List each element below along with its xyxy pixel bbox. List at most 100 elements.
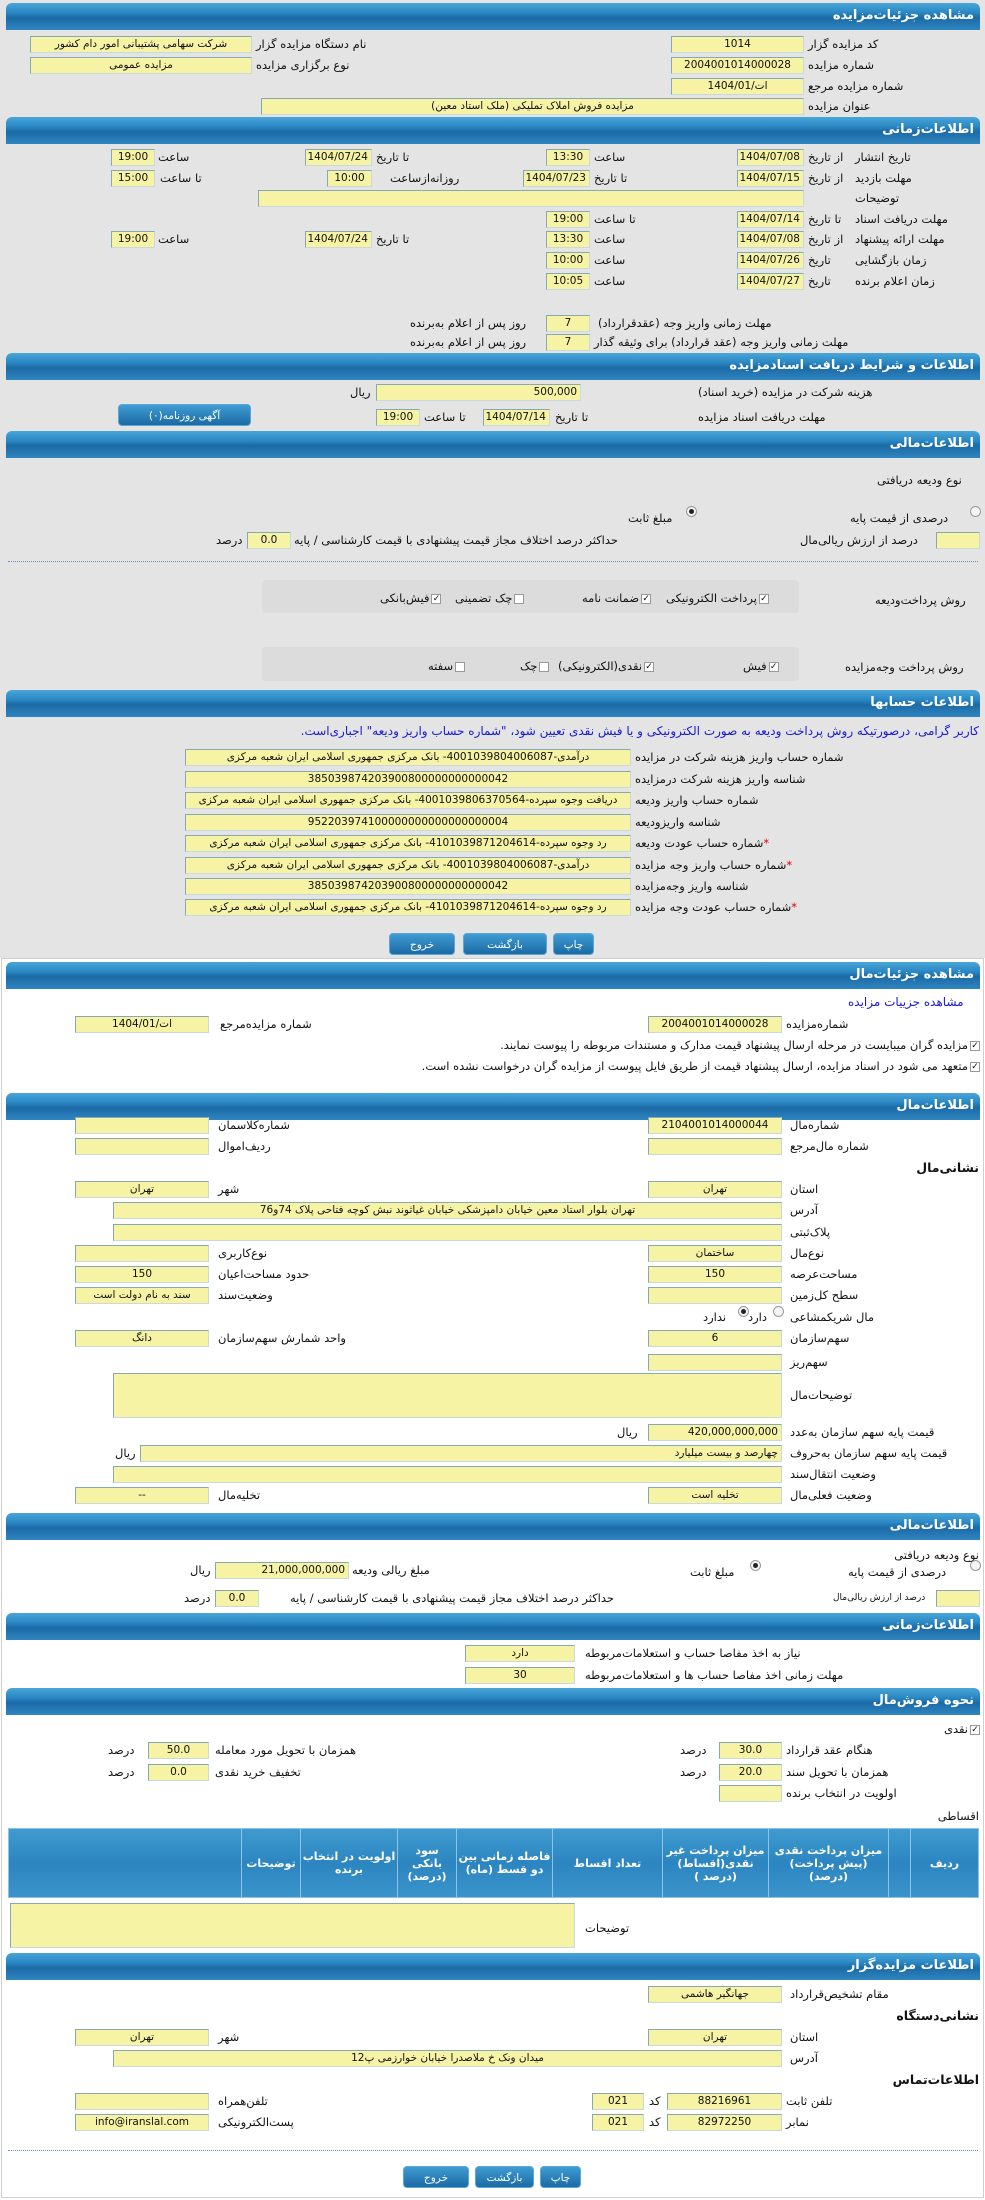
visit-to-field[interactable]: 1404/07/23 [523, 170, 590, 187]
winner-time-field[interactable]: 10:05 [546, 273, 590, 290]
print-button[interactable]: چاپ [553, 933, 594, 955]
share-detail-field[interactable] [648, 1354, 782, 1371]
account-field[interactable]: 385039874203900800000000000042 [185, 771, 631, 788]
ref-number-field[interactable]: ات/1404/01 [671, 78, 804, 95]
checkbox-unchecked-icon[interactable] [514, 593, 525, 604]
share-field[interactable]: 6 [648, 1330, 782, 1347]
payment-method-check[interactable]: چک [520, 658, 550, 674]
current-status-field[interactable]: تخلیه است [648, 1487, 782, 1504]
description-field[interactable] [258, 190, 804, 207]
contract-field[interactable]: 30.0 [719, 1742, 782, 1759]
city-field[interactable]: تهران [75, 2029, 209, 2046]
auction-details-link[interactable]: مشاهده جزییات مزایده [848, 995, 964, 1009]
checkbox-checked-icon[interactable]: ✓ [970, 1061, 980, 1072]
deposit-method-check[interactable]: چک تضمینی [455, 590, 525, 606]
deed-transfer-field[interactable] [113, 1466, 782, 1483]
asset-row-field[interactable] [75, 1138, 209, 1155]
authority-field[interactable]: جهانگیر هاشمی [648, 1986, 782, 2003]
back-button[interactable]: بازگشت [475, 2166, 534, 2188]
max-diff-field[interactable]: 0.0 [215, 1590, 259, 1607]
visit-to-time-field[interactable]: 15:00 [111, 170, 155, 187]
doc-deadline-date-field[interactable]: 1404/07/14 [483, 409, 550, 426]
shared-yes-radio[interactable] [773, 1306, 784, 1317]
fax-field[interactable]: 82972250 [667, 2114, 782, 2131]
publish-from-field[interactable]: 1404/07/08 [737, 149, 804, 166]
publish-to-field[interactable]: 1404/07/24 [305, 149, 372, 166]
phone-code-field[interactable]: 021 [592, 2093, 644, 2110]
max-diff-field[interactable]: 0.0 [247, 532, 291, 549]
percent-of-value-field[interactable] [936, 532, 980, 549]
doc-deadline-time-field[interactable]: 19:00 [376, 409, 420, 426]
percent-radio[interactable] [970, 506, 981, 517]
payment-method-promissory[interactable]: سفته [428, 658, 466, 674]
docs-to-time-field[interactable]: 19:00 [546, 211, 590, 228]
print-button[interactable]: چاپ [540, 2166, 581, 2188]
offer-to-field[interactable]: 1404/07/24 [305, 231, 372, 248]
class-number-field[interactable] [75, 1117, 209, 1134]
winner-date-field[interactable]: 1404/07/27 [737, 273, 804, 290]
ref-number-field[interactable]: ات/1404/01 [75, 1016, 209, 1033]
price-number-field[interactable]: 420,000,000,000 [648, 1424, 782, 1441]
fixed-radio[interactable] [686, 506, 697, 517]
exit-button[interactable]: خروج [403, 2166, 469, 2188]
checkbox-checked-icon[interactable]: ✓ [641, 593, 652, 604]
asset-ref-field[interactable] [648, 1138, 782, 1155]
province-field[interactable]: تهران [648, 1181, 782, 1198]
attachments-required-checkbox[interactable]: ✓مزایده گران میبایست در مرحله ارسال پیشن… [500, 1037, 980, 1053]
priority-field[interactable] [719, 1785, 782, 1802]
mobile-field[interactable] [75, 2093, 209, 2110]
clearance-field[interactable]: دارد [465, 1645, 575, 1662]
fee-field[interactable]: 500,000 [376, 384, 581, 401]
account-field[interactable]: 385039874203900800000000000042 [185, 878, 631, 895]
docs-to-field[interactable]: 1404/07/14 [737, 211, 804, 228]
asset-type-field[interactable]: ساختمان [648, 1245, 782, 1262]
checkbox-checked-icon[interactable]: ✓ [644, 661, 655, 672]
opening-time-field[interactable]: 10:00 [546, 252, 590, 269]
payment-method-cash[interactable]: ✓نقدی(الکترونیکی) [558, 658, 655, 674]
account-field[interactable]: درآمدی-4001039804006087- بانک مرکزی جمهو… [185, 749, 631, 766]
fax-code-field[interactable]: 021 [592, 2114, 644, 2131]
checkbox-unchecked-icon[interactable] [455, 661, 466, 672]
auction-type-field[interactable]: مزایده عمومی [30, 57, 252, 74]
address-field[interactable]: تهران بلوار استاد معین خیابان دامپزشکی خ… [113, 1202, 782, 1219]
asset-description-textarea[interactable] [113, 1373, 782, 1418]
usage-field[interactable] [75, 1245, 209, 1262]
checkbox-checked-icon[interactable]: ✓ [970, 1040, 980, 1051]
evacuation-field[interactable]: -- [75, 1487, 209, 1504]
offer-to-time-field[interactable]: 19:00 [111, 231, 155, 248]
publish-to-time-field[interactable]: 19:00 [111, 149, 155, 166]
org-field[interactable]: شرکت سهامی پشتیبانی امور دام کشور [30, 36, 252, 53]
visit-from-field[interactable]: 1404/07/15 [737, 170, 804, 187]
percent-radio[interactable] [970, 1560, 981, 1571]
land-area-field[interactable]: 150 [648, 1266, 782, 1283]
deed-delivery-field[interactable]: 20.0 [719, 1764, 782, 1781]
clearance-days-field[interactable]: 30 [465, 1667, 575, 1684]
email-field[interactable]: info@iranslal.com [75, 2114, 209, 2131]
city-field[interactable]: تهران [75, 1181, 209, 1198]
deposit-method-bank-slip[interactable]: ✓فیش‌بانکی [380, 590, 442, 606]
payment-deadline-field[interactable]: 7 [546, 315, 590, 332]
sale-description-textarea[interactable] [10, 1903, 575, 1948]
checkbox-checked-icon[interactable]: ✓ [970, 1724, 980, 1735]
subject-field[interactable]: مزایده فروش املاک تملیکی (ملک استاد معین… [261, 98, 804, 115]
checkbox-unchecked-icon[interactable] [539, 661, 550, 672]
guarantor-deadline-field[interactable]: 7 [546, 334, 590, 351]
province-field[interactable]: تهران [648, 2029, 782, 2046]
discount-field[interactable]: 0.0 [148, 1764, 209, 1781]
asset-number-field[interactable]: 2104001014000044 [648, 1117, 782, 1134]
percent-of-value-field[interactable] [936, 1590, 980, 1607]
deposit-method-guarantee[interactable]: ✓ضمانت نامه [582, 590, 652, 606]
auction-number-field[interactable]: 2004001014000028 [671, 57, 804, 74]
no-attachment-commitment-checkbox[interactable]: ✓متعهد می شود در اسناد مزایده، ارسال پیش… [422, 1058, 980, 1074]
exit-button[interactable]: خروج [389, 933, 455, 955]
offer-from-field[interactable]: 1404/07/08 [737, 231, 804, 248]
deposit-method-electronic[interactable]: ✓پرداخت الکترونیکی [666, 590, 769, 606]
account-field[interactable]: دریافت وجوه سپرده-4001039806370564- بانک… [185, 792, 631, 809]
price-words-field[interactable]: چهارصد و بیست میلیارد [140, 1445, 782, 1462]
phone-field[interactable]: 88216961 [667, 2093, 782, 2110]
cash-checkbox[interactable]: ✓نقدی [944, 1721, 980, 1737]
plate-field[interactable] [113, 1224, 782, 1241]
offer-from-time-field[interactable]: 13:30 [546, 231, 590, 248]
payment-method-slip[interactable]: ✓فیش [743, 658, 779, 674]
account-field[interactable]: رد وجوه سپرده-4101039871204614- بانک مرک… [185, 835, 631, 852]
